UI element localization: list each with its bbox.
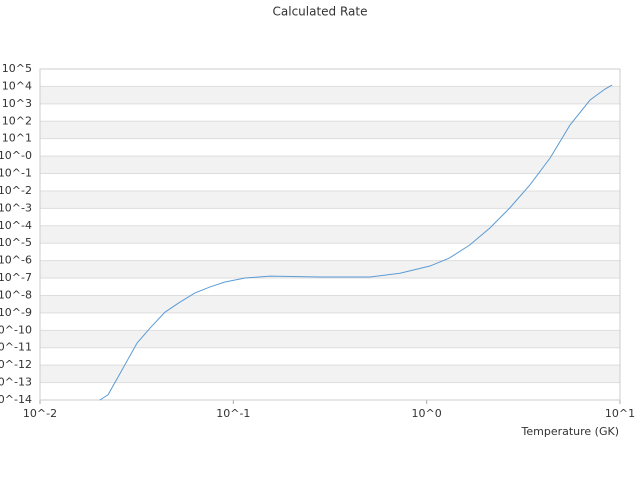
- y-tick-label: 10^-7: [0, 271, 32, 284]
- chart-title: Calculated Rate: [273, 5, 368, 19]
- grid-band: [40, 86, 620, 104]
- y-tick-label: 10^-6: [0, 254, 32, 267]
- y-tick-label: 10^-1: [0, 167, 32, 180]
- y-tick-label: 10^4: [2, 79, 32, 92]
- grid-band: [40, 365, 620, 383]
- y-tick-label: 10^-10: [0, 323, 32, 336]
- y-tick-label: 10^3: [2, 97, 32, 110]
- y-tick-label: 10^-9: [0, 306, 32, 319]
- y-tick-label: 10^1: [2, 132, 32, 145]
- y-tick-label: 10^-12: [0, 358, 32, 371]
- y-tick-label: 10^-4: [0, 219, 32, 232]
- grid-band: [40, 295, 620, 313]
- x-axis-label: Temperature (GK): [521, 425, 620, 438]
- grid-band: [40, 121, 620, 139]
- x-tick-label: 10^-2: [23, 407, 57, 420]
- y-tick-label: 10^-14: [0, 393, 32, 406]
- grid-band: [40, 330, 620, 348]
- y-tick-label: 10^-5: [0, 236, 32, 249]
- y-tick-label: 10^-8: [0, 288, 32, 301]
- grid-band: [40, 260, 620, 279]
- y-tick-label: 10^-3: [0, 201, 32, 214]
- data-line: [99, 84, 613, 401]
- x-tick-label: 10^-1: [216, 407, 250, 420]
- x-tick-label: 10^0: [412, 407, 442, 420]
- y-tick-label: 10^5: [2, 62, 32, 75]
- grid-band: [40, 225, 620, 244]
- y-tick-label: 10^-11: [0, 341, 32, 354]
- grid: [40, 68, 620, 401]
- grid-band: [40, 156, 620, 174]
- plot-border: [39, 68, 621, 401]
- y-tick-label: 10^-2: [0, 184, 32, 197]
- y-tick-label: 10^-13: [0, 376, 32, 389]
- y-tick-label: 10^-0: [0, 149, 32, 162]
- x-tick-label: 10^1: [605, 407, 635, 420]
- grid-band: [40, 190, 620, 209]
- y-tick-label: 10^2: [2, 114, 32, 127]
